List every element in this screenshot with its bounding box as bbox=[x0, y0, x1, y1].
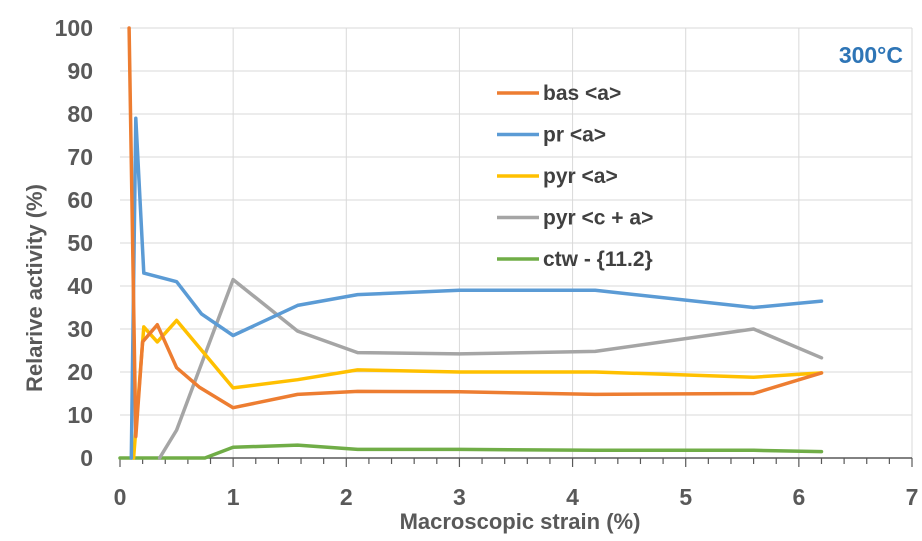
x-axis-title: Macroscopic strain (%) bbox=[400, 509, 641, 534]
x-tick-label: 1 bbox=[227, 484, 240, 510]
legend-label: pyr <a> bbox=[543, 165, 618, 188]
y-tick-label: 50 bbox=[67, 230, 93, 256]
x-tick-label: 5 bbox=[679, 484, 692, 510]
series-line-ctw bbox=[118, 443, 824, 460]
gridlines bbox=[120, 27, 913, 458]
x-tick-label: 7 bbox=[906, 484, 919, 510]
y-tick-label: 90 bbox=[67, 58, 93, 84]
y-tick-label: 100 bbox=[55, 15, 93, 41]
legend-label: pr <a> bbox=[543, 124, 606, 147]
axes: 0 10 20 30 40 50 60 70 80 90 100 0 1 2 3 4 5 6 7 bbox=[55, 15, 919, 510]
x-tick-label: 3 bbox=[453, 484, 466, 510]
legend-label: pyr <c + a> bbox=[543, 207, 653, 230]
series-line-bas bbox=[127, 26, 824, 439]
x-tick-label: 4 bbox=[566, 484, 579, 510]
y-tick-label: 70 bbox=[67, 144, 93, 170]
x-tick-label: 2 bbox=[340, 484, 353, 510]
y-tick-label: 80 bbox=[67, 101, 93, 127]
y-tick-label: 0 bbox=[80, 445, 93, 471]
legend: bas <a> pr <a> pyr <a> pyr <c + a> ctw - {11… bbox=[497, 82, 653, 271]
y-tick-label: 10 bbox=[67, 402, 93, 428]
y-tick-label: 40 bbox=[67, 273, 93, 299]
series-line-pr bbox=[129, 116, 824, 460]
series-line-pyr-ca bbox=[157, 277, 824, 460]
series-lines bbox=[118, 26, 824, 460]
series-line-pyr-a bbox=[131, 318, 824, 460]
y-axis-title: Relarive activity (%) bbox=[22, 184, 47, 392]
y-tick-label: 30 bbox=[67, 316, 93, 342]
y-tick-label: 20 bbox=[67, 359, 93, 385]
y-tick-label: 60 bbox=[67, 187, 93, 213]
x-tick-label: 0 bbox=[114, 484, 127, 510]
x-tick-label: 6 bbox=[792, 484, 805, 510]
temperature-annotation: 300°C bbox=[839, 42, 903, 68]
legend-label: bas <a> bbox=[543, 82, 621, 105]
legend-label: ctw - {11.2} bbox=[543, 248, 653, 271]
